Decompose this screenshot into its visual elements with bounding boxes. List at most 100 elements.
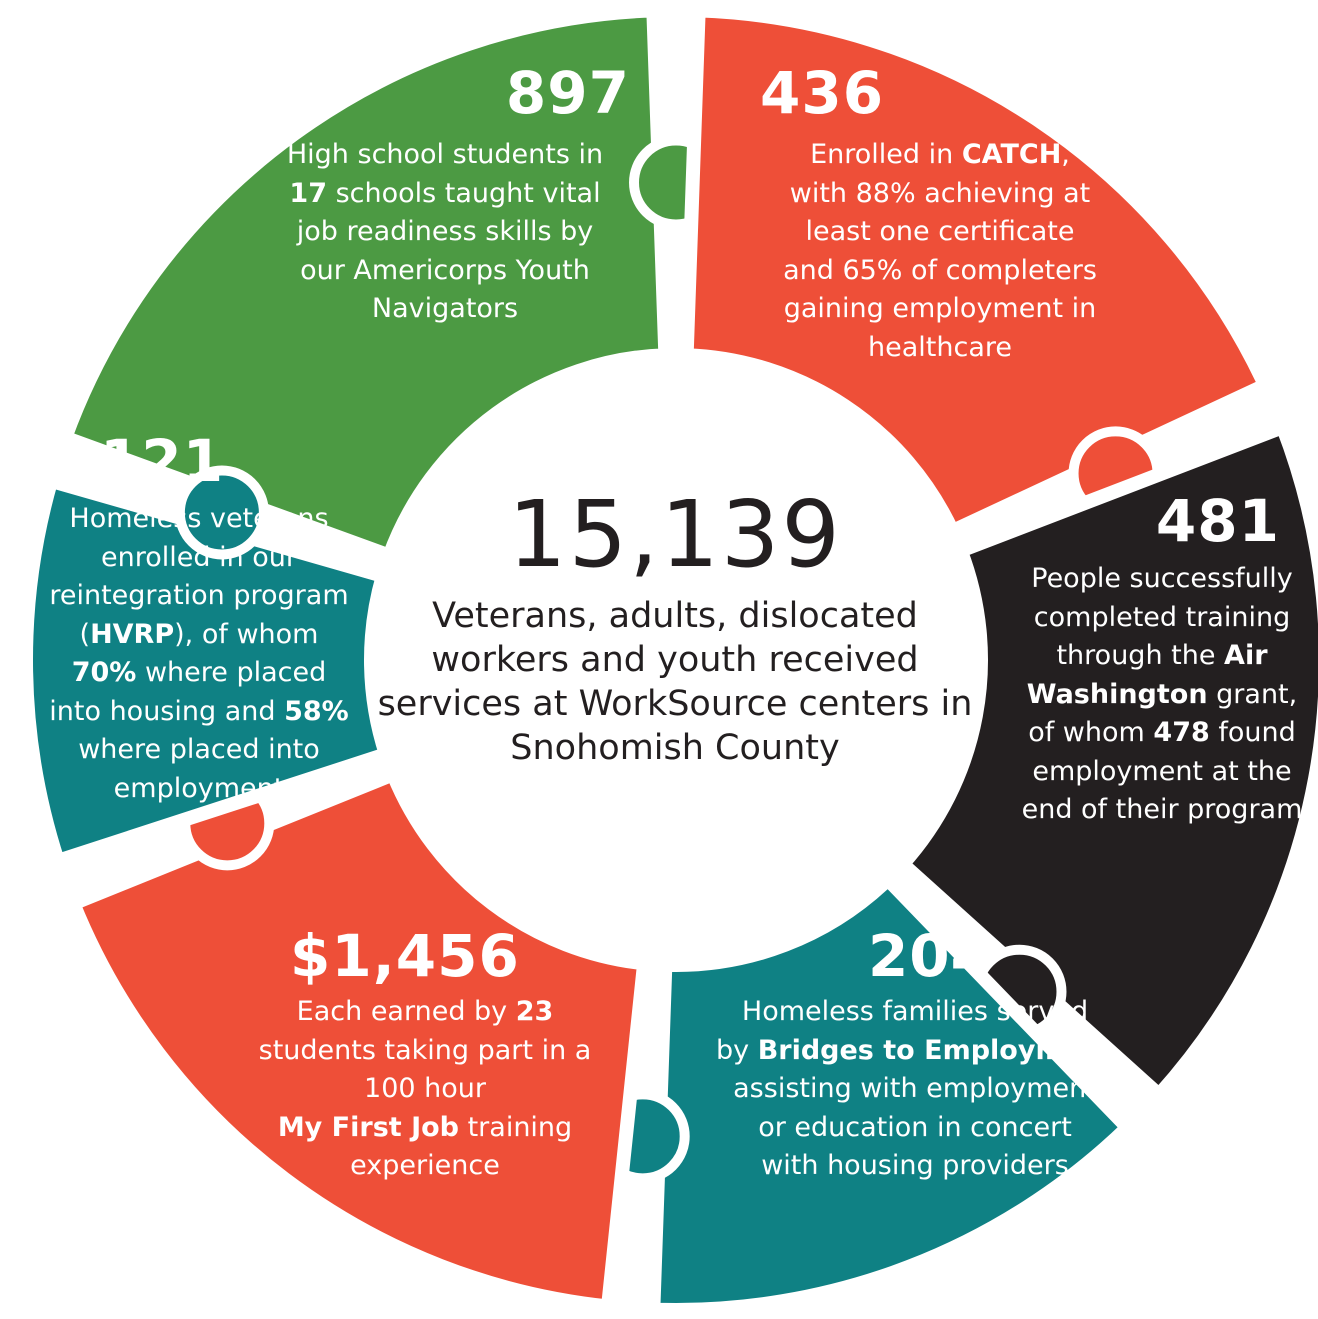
- stat-black: 481 People successfully completed trainin…: [1008, 490, 1316, 830]
- text-segment: least one certificate: [805, 216, 1075, 247]
- emphasis-segment: Bridges to Employment: [757, 1034, 1115, 1066]
- description-line: 100 hour: [230, 1070, 620, 1109]
- text-segment: 100 hour: [364, 1073, 486, 1104]
- description-line: (HVRP), of whom: [32, 616, 366, 655]
- text-segment: Homeless veterans: [69, 503, 329, 534]
- text-segment: or education in concert: [758, 1111, 1072, 1143]
- text-segment: High school students in: [286, 139, 604, 170]
- text-segment: into housing and: [49, 695, 285, 727]
- text-segment: by: [715, 1034, 758, 1066]
- text-segment: gaining employment in: [783, 293, 1097, 324]
- text-segment: (: [79, 618, 91, 650]
- text-segment: where placed into: [78, 734, 320, 765]
- text-segment: completed training: [1033, 601, 1291, 633]
- description-line: Enrolled in CATCH,: [760, 136, 1120, 175]
- piece-red-bottom: [66, 767, 652, 1314]
- piece-black: [895, 420, 1318, 1102]
- text-segment: People successfully: [1031, 563, 1293, 594]
- description-line: Navigators: [270, 290, 620, 329]
- stat-description-red-bottom: Each earned by 23 students taking part in…: [230, 993, 620, 1186]
- text-segment: Homeless families served: [741, 996, 1089, 1027]
- stat-green: 897 High school students in 17 schools ta…: [270, 62, 630, 329]
- text-segment: found: [1209, 717, 1296, 748]
- center-description: Veterans, adults, dislocated workers and…: [377, 596, 973, 768]
- description-line: or education in concert: [710, 1109, 1120, 1148]
- description-line: of whom 478 found: [1008, 714, 1316, 753]
- stat-description-teal-bottom: Homeless families served by Bridges to Em…: [710, 993, 1120, 1186]
- text-segment: grant,: [1207, 678, 1298, 710]
- description-line: assisting with employment: [710, 1070, 1120, 1109]
- emphasis-segment: 23: [515, 996, 554, 1027]
- description-line: 70% where placed: [32, 654, 366, 693]
- description-line: with housing providers: [710, 1147, 1120, 1186]
- piece-red-top: [679, 3, 1273, 539]
- piece-teal-bottom: [646, 872, 1135, 1317]
- description-line: and 65% of completers: [760, 252, 1120, 291]
- center-number: 15,139: [508, 481, 842, 588]
- description-line: with 88% achieving at: [760, 175, 1120, 214]
- emphasis-segment: CATCH: [961, 139, 1062, 170]
- description-line: employment: [32, 770, 366, 809]
- piece-teal-left: [19, 473, 393, 868]
- description-line: 17 schools taught vital: [270, 175, 620, 214]
- stat-description-teal-left: Homeless veterans enrolled in our reintegr…: [32, 500, 366, 808]
- text-segment: assisting with employment: [733, 1073, 1097, 1104]
- stat-description-red-top: Enrolled in CATCH, with 88% achieving at l…: [760, 136, 1120, 367]
- description-line: our Americorps Youth: [270, 252, 620, 291]
- text-segment: enrolled in our: [100, 541, 297, 573]
- description-line: People successfully: [1008, 560, 1316, 599]
- stat-number-green: 897: [505, 59, 630, 127]
- text-segment: ,: [1061, 139, 1070, 170]
- text-segment: ), of whom: [174, 618, 319, 650]
- description-line: gaining employment in: [760, 290, 1120, 329]
- piece-green: [58, 3, 673, 563]
- stat-number-teal-left: 121: [100, 427, 225, 495]
- text-segment: reintegration program: [49, 580, 349, 611]
- description-line: High school students in: [270, 136, 620, 175]
- emphasis-segment: 17: [289, 177, 327, 209]
- description-line: students taking part in a: [230, 1032, 620, 1071]
- emphasis-segment: My First Job: [277, 1111, 459, 1143]
- text-segment: through the: [1056, 640, 1225, 671]
- text-segment: employment: [113, 772, 285, 804]
- description-line: end of their program: [1008, 791, 1316, 830]
- stat-description-black: People successfully completed training thr…: [1008, 560, 1316, 830]
- text-segment: and 65% of completers: [783, 254, 1097, 286]
- description-line: Homeless veterans: [32, 500, 366, 539]
- text-segment: our Americorps Youth: [300, 254, 590, 286]
- description-line: job readiness skills by: [270, 213, 620, 252]
- text-segment: with housing providers: [761, 1150, 1069, 1181]
- description-line: least one certificate: [760, 213, 1120, 252]
- emphasis-segment: Washington: [1026, 678, 1208, 710]
- description-line: where placed into: [32, 731, 366, 770]
- description-line: experience: [230, 1147, 620, 1186]
- stat-number-red-bottom: $1,456: [290, 922, 520, 990]
- description-line: My First Job training: [230, 1109, 620, 1148]
- stat-number-red-top: 436: [760, 59, 885, 127]
- text-segment: experience: [350, 1150, 500, 1181]
- stat-number-teal-bottom: 204: [867, 922, 993, 990]
- puzzle-knob: [174, 465, 269, 560]
- emphasis-segment: 70%: [71, 657, 137, 688]
- text-segment: where placed: [136, 657, 327, 688]
- description-line: enrolled in our: [32, 539, 366, 578]
- stat-red-top: 436 Enrolled in CATCH, with 88% achieving…: [760, 62, 1120, 367]
- description-line: by Bridges to Employment: [710, 1032, 1120, 1071]
- description-line: through the Air: [1008, 637, 1316, 676]
- emphasis-segment: 58%: [284, 695, 349, 727]
- emphasis-segment: HVRP: [90, 618, 175, 650]
- text-segment: of whom: [1028, 717, 1154, 748]
- text-segment: healthcare: [868, 331, 1012, 363]
- emphasis-segment: 478: [1153, 717, 1210, 748]
- description-line: Washington grant,: [1008, 676, 1316, 715]
- text-segment: Each earned by: [296, 996, 516, 1027]
- text-segment: Navigators: [371, 293, 519, 324]
- text-segment: job readiness skills by: [296, 216, 594, 247]
- description-line: Each earned by 23: [230, 993, 620, 1032]
- description-line: into housing and 58%: [32, 693, 366, 732]
- stat-red-bottom: $1,456 Each earned by 23 students taking …: [230, 925, 620, 1186]
- stat-teal-left: 121 Homeless veterans enrolled in our rein…: [32, 430, 366, 808]
- text-segment: with 88% achieving at: [789, 177, 1091, 209]
- text-segment: Enrolled in: [810, 139, 962, 170]
- stat-teal-bottom: 204 Homeless families served by Bridges t…: [710, 925, 1120, 1186]
